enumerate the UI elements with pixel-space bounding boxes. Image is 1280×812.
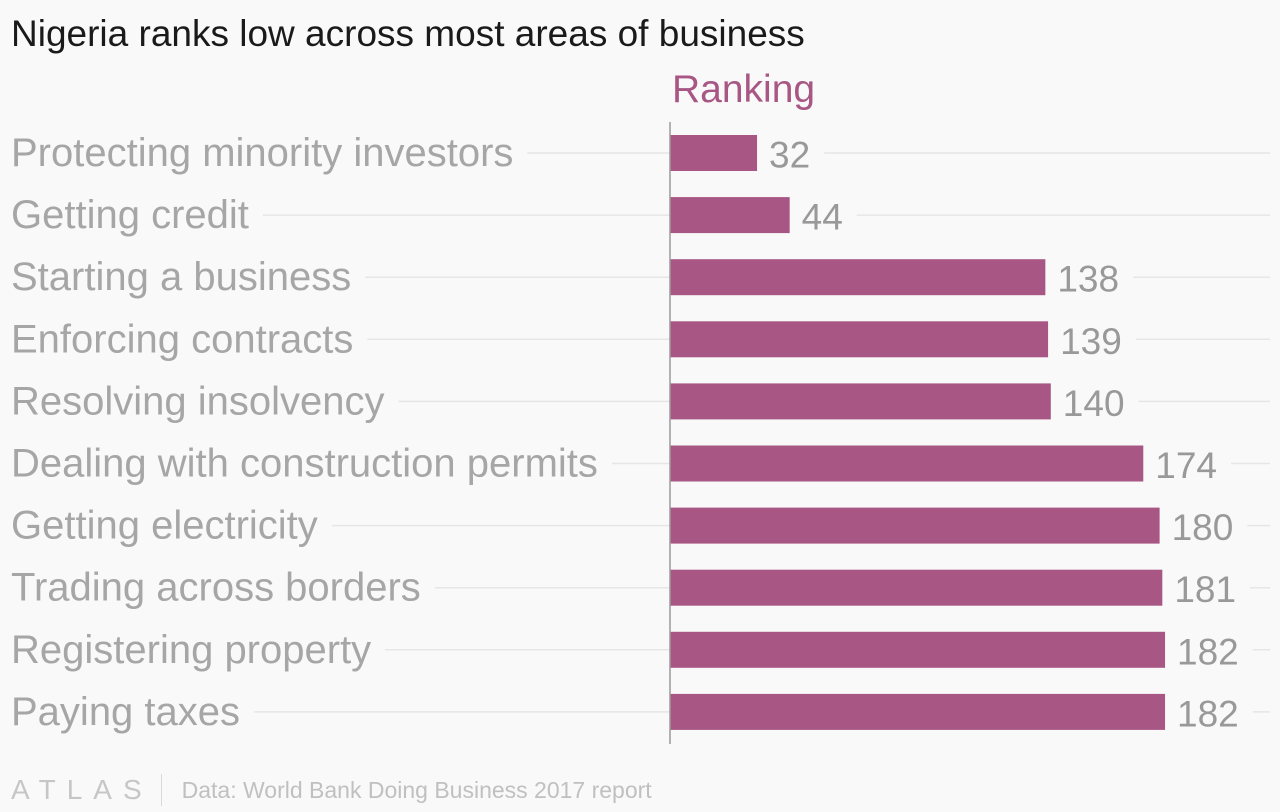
chart-title: Nigeria ranks low across most areas of b… xyxy=(11,13,805,54)
bar xyxy=(670,693,1166,730)
category-labels: Protecting minority investors Getting cre… xyxy=(11,131,598,734)
category-label: Registering property xyxy=(11,628,371,672)
value-label: 174 xyxy=(1155,445,1217,486)
footer-divider xyxy=(160,774,162,806)
category-label: Getting electricity xyxy=(11,504,318,548)
value-label: 181 xyxy=(1174,569,1236,610)
category-label: Enforcing contracts xyxy=(11,317,353,361)
atlas-logo: ATLAS xyxy=(11,774,153,805)
category-label: Protecting minority investors xyxy=(11,131,513,175)
value-label: 180 xyxy=(1172,507,1234,548)
value-label: 32 xyxy=(769,135,810,176)
category-label: Trading across borders xyxy=(11,566,421,610)
category-label: Paying taxes xyxy=(11,690,240,734)
bar xyxy=(670,321,1049,358)
bar xyxy=(670,445,1144,482)
bar xyxy=(670,569,1163,606)
value-labels: 32 44 138 139 140 174 180 181 182 182 xyxy=(769,135,1239,735)
source-text: Data: World Bank Doing Business 2017 rep… xyxy=(181,776,652,803)
value-label: 140 xyxy=(1063,383,1125,424)
bar xyxy=(670,197,790,234)
bar xyxy=(670,631,1166,668)
value-label: 44 xyxy=(802,197,843,238)
bar xyxy=(670,383,1051,420)
category-label: Resolving insolvency xyxy=(11,379,385,423)
value-label: 182 xyxy=(1177,693,1239,734)
bar xyxy=(670,259,1046,296)
bar xyxy=(670,507,1160,544)
category-label: Starting a business xyxy=(11,255,351,299)
bar xyxy=(670,135,758,171)
series-label: Ranking xyxy=(672,68,815,111)
footer: ATLAS Data: World Bank Doing Business 20… xyxy=(11,768,652,812)
category-label: Dealing with construction permits xyxy=(11,442,598,486)
bar-chart: Protecting minority investors Getting cre… xyxy=(11,68,1270,744)
category-label: Getting credit xyxy=(11,193,249,237)
value-label: 138 xyxy=(1057,259,1119,300)
bars xyxy=(670,135,1166,730)
value-label: 182 xyxy=(1177,631,1239,672)
gridlines xyxy=(254,152,1270,713)
value-label: 139 xyxy=(1060,321,1122,362)
